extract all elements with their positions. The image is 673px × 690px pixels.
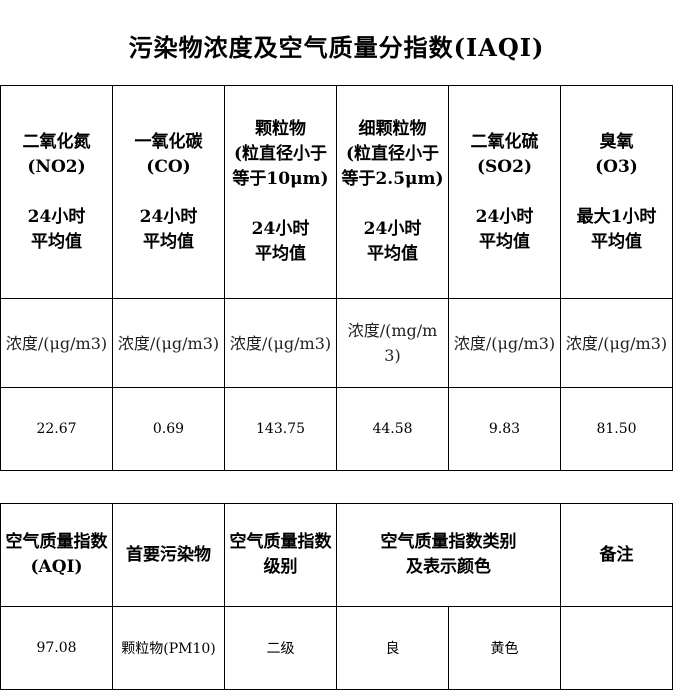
pollutant-table: 二氧化氮 (NO2) 24小时 平均值 一氧化碳 (CO) 24小时 平均值 颗… [0,85,673,471]
value-row: 22.67 0.69 143.75 44.58 9.83 81.50 [0,387,673,471]
value-aqi-color: 黄色 [448,606,561,690]
header-o3: 臭氧 (O3) 最大1小时 平均值 [560,85,673,299]
header-primary-pollutant: 首要污染物 [112,503,225,607]
header-aqi-level: 空气质量指数级别 [224,503,337,607]
unit-pm25: 浓度/(mg/m3) [336,298,449,388]
value-aqi-category: 良 [336,606,449,690]
value-note [560,606,673,690]
page-title: 污染物浓度及空气质量分指数(IAQI) [128,33,545,62]
header-aqi-category: 空气质量指数类别 及表示颜色 [336,503,561,607]
value-aqi: 97.08 [0,606,113,690]
header-no2: 二氧化氮 (NO2) 24小时 平均值 [0,85,113,299]
value-primary-pollutant: 颗粒物(PM10) [112,606,225,690]
value-co: 0.69 [112,387,225,471]
unit-so2: 浓度/(μg/m3) [448,298,561,388]
unit-co: 浓度/(μg/m3) [112,298,225,388]
pollutant-header-row: 二氧化氮 (NO2) 24小时 平均值 一氧化碳 (CO) 24小时 平均值 颗… [0,85,673,299]
value-o3: 81.50 [560,387,673,471]
value-aqi-level: 二级 [224,606,337,690]
header-pm10: 颗粒物 (粒直径小于等于10μm) 24小时 平均值 [224,85,337,299]
value-no2: 22.67 [0,387,113,471]
unit-pm10: 浓度/(μg/m3) [224,298,337,388]
aqi-table: 空气质量指数(AQI) 首要污染物 空气质量指数级别 空气质量指数类别 及表示颜… [0,503,673,690]
aqi-header-row: 空气质量指数(AQI) 首要污染物 空气质量指数级别 空气质量指数类别 及表示颜… [0,503,673,607]
aqi-value-row: 97.08 颗粒物(PM10) 二级 良 黄色 [0,606,673,690]
value-pm10: 143.75 [224,387,337,471]
unit-no2: 浓度/(μg/m3) [0,298,113,388]
header-so2: 二氧化硫 (SO2) 24小时 平均值 [448,85,561,299]
value-pm25: 44.58 [336,387,449,471]
header-aqi: 空气质量指数(AQI) [0,503,113,607]
value-so2: 9.83 [448,387,561,471]
header-pm25: 细颗粒物 (粒直径小于等于2.5μm) 24小时 平均值 [336,85,449,299]
header-co: 一氧化碳 (CO) 24小时 平均值 [112,85,225,299]
header-note: 备注 [560,503,673,607]
unit-row: 浓度/(μg/m3) 浓度/(μg/m3) 浓度/(μg/m3) 浓度/(mg/… [0,298,673,388]
unit-o3: 浓度/(μg/m3) [560,298,673,388]
